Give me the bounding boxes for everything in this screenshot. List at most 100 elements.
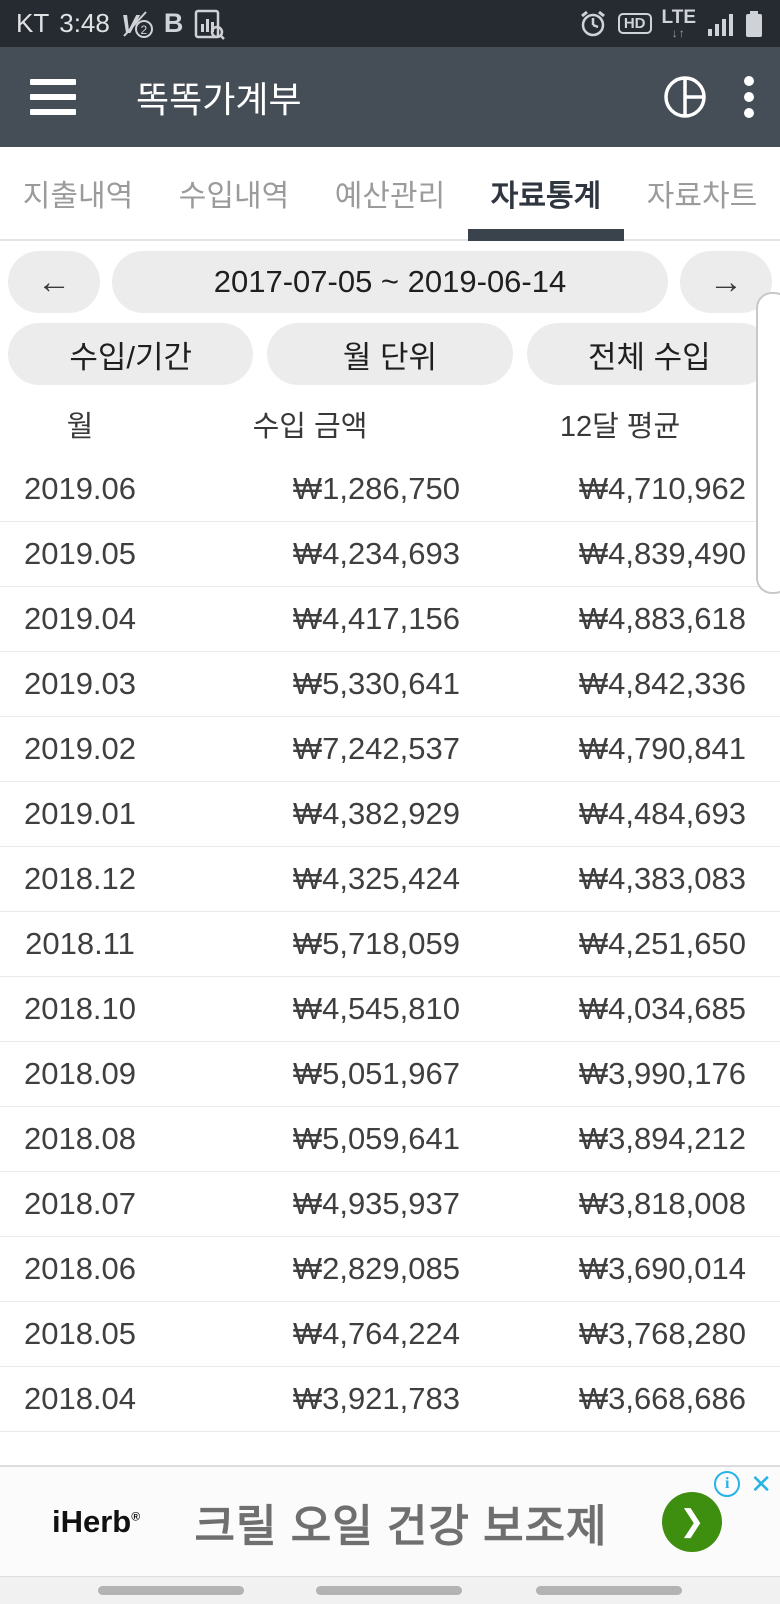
table-row: 2019.04 ₩4,417,156 ₩4,883,618 — [0, 587, 780, 652]
table-row: 2019.06 ₩1,286,750 ₩4,710,962 — [0, 457, 780, 522]
table-row: 2019.01 ₩4,382,929 ₩4,484,693 — [0, 782, 780, 847]
cell-average: ₩4,842,336 — [578, 666, 746, 701]
table-row: 2019.02 ₩7,242,537 ₩4,790,841 — [0, 717, 780, 782]
registered-mark: ® — [131, 1509, 141, 1524]
cell-average: ₩4,839,490 — [578, 536, 746, 571]
tab-statistics[interactable]: 자료통계 — [468, 147, 624, 241]
filter-interval-button[interactable]: 월 단위 — [267, 323, 513, 385]
overflow-menu-icon[interactable] — [742, 73, 756, 121]
tab-income[interactable]: 수입내역 — [178, 180, 290, 213]
carrier-label: KT — [16, 8, 50, 38]
cell-average: ₩4,251,650 — [578, 926, 746, 961]
cell-income: ₩2,829,085 — [292, 1251, 460, 1286]
cell-month: 2018.09 — [23, 1056, 137, 1091]
cell-average: ₩3,990,176 — [578, 1056, 746, 1091]
page-title: 똑똑가계부 — [136, 79, 302, 120]
ad-close-icon[interactable]: ✕ — [750, 1469, 772, 1499]
cell-month: 2018.08 — [23, 1121, 137, 1156]
svg-text:2: 2 — [140, 23, 147, 37]
cell-income: ₩4,234,693 — [292, 536, 460, 571]
table-row: 2018.04 ₩3,921,783 ₩3,668,686 — [0, 1367, 780, 1432]
cell-month: 2019.04 — [23, 601, 137, 636]
scrollbar-thumb[interactable] — [756, 292, 780, 594]
tab-bar: 지출내역 수입내역 예산관리 자료통계 자료차트 — [0, 147, 780, 241]
status-bar: KT 3:48 V 2 B — [0, 0, 780, 47]
cell-income: ₩5,059,641 — [292, 1121, 460, 1156]
cell-income: ₩5,718,059 — [292, 926, 460, 961]
date-range-button[interactable]: 2017-07-05 ~ 2019-06-14 — [112, 251, 668, 313]
cell-month: 2018.12 — [23, 861, 137, 896]
hamburger-icon[interactable] — [30, 79, 76, 115]
nav-home-button[interactable] — [316, 1586, 462, 1595]
tab-budget[interactable]: 예산관리 — [334, 180, 446, 213]
table-row: 2018.05 ₩4,764,224 ₩3,768,280 — [0, 1302, 780, 1367]
column-header-month: 월 — [66, 411, 94, 443]
table-row: 2018.10 ₩4,545,810 ₩4,034,685 — [0, 977, 780, 1042]
ad-headline[interactable]: 크릴 오일 건강 보조제 — [194, 1501, 608, 1551]
lte-icon: LTE ↓↑ — [661, 7, 696, 40]
cell-income: ₩4,417,156 — [292, 601, 460, 636]
cell-month: 2019.01 — [23, 796, 137, 831]
income-stats-table: 월 수입 금액 12달 평균 2019.06 ₩1,286,750 ₩4,710,9… — [0, 391, 780, 1432]
table-row: 2018.06 ₩2,829,085 ₩3,690,014 — [0, 1237, 780, 1302]
cell-month: 2019.02 — [23, 731, 137, 766]
table-row: 2019.03 ₩5,330,641 ₩4,842,336 — [0, 652, 780, 717]
navigation-bar — [0, 1577, 780, 1604]
column-header-average: 12달 평균 — [559, 411, 681, 443]
table-row: 2018.12 ₩4,325,424 ₩4,383,083 — [0, 847, 780, 912]
nav-recents-button[interactable] — [98, 1586, 244, 1595]
b-app-icon: B — [163, 8, 184, 38]
cell-average: ₩4,790,841 — [578, 731, 746, 766]
filter-type-button[interactable]: 수입/기간 — [8, 323, 254, 385]
chart-doc-icon — [193, 8, 226, 40]
cell-month: 2019.06 — [23, 471, 137, 506]
cell-average: ₩3,818,008 — [578, 1186, 746, 1221]
nav-back-button[interactable] — [536, 1586, 682, 1595]
cell-average: ₩4,383,083 — [578, 861, 746, 896]
cell-month: 2019.03 — [23, 666, 137, 701]
column-header-income: 수입 금액 — [252, 411, 368, 443]
ad-banner[interactable]: iHerb® 크릴 오일 건강 보조제 ❯ i ✕ — [0, 1465, 780, 1577]
cell-average: ₩3,768,280 — [578, 1316, 746, 1351]
cell-income: ₩4,382,929 — [292, 796, 460, 831]
cell-average: ₩3,894,212 — [578, 1121, 746, 1156]
cell-month: 2019.05 — [23, 536, 137, 571]
table-body: 2019.06 ₩1,286,750 ₩4,710,962 2019.05 ₩4,234… — [0, 457, 780, 1432]
cell-month: 2018.05 — [23, 1316, 137, 1351]
cell-income: ₩1,286,750 — [292, 471, 460, 506]
pie-chart-icon[interactable] — [662, 74, 708, 120]
tab-charts[interactable]: 자료차트 — [646, 180, 758, 213]
ad-cta-arrow-button[interactable]: ❯ — [662, 1491, 722, 1552]
table-row: 2018.11 ₩5,718,059 ₩4,251,650 — [0, 912, 780, 977]
cell-month: 2018.11 — [25, 926, 135, 961]
cell-average: ₩4,710,962 — [578, 471, 746, 506]
cell-month: 2018.07 — [23, 1186, 137, 1221]
tab-expenses[interactable]: 지출내역 — [22, 180, 134, 213]
cell-income: ₩4,545,810 — [292, 991, 460, 1026]
cell-month: 2018.06 — [23, 1251, 137, 1286]
filter-scope-button[interactable]: 전체 수입 — [526, 323, 772, 385]
table-row: 2018.09 ₩5,051,967 ₩3,990,176 — [0, 1042, 780, 1107]
cell-income: ₩3,921,783 — [292, 1381, 460, 1416]
cell-income: ₩7,242,537 — [292, 731, 460, 766]
app-bar: 똑똑가계부 — [0, 47, 780, 147]
cell-average: ₩3,690,014 — [578, 1251, 746, 1286]
clock-label: 3:48 — [59, 8, 110, 38]
cell-average: ₩4,034,685 — [578, 991, 746, 1026]
filter-row: 수입/기간 월 단위 전체 수입 — [8, 323, 772, 385]
ad-brand-logo[interactable]: iHerb® — [52, 1503, 141, 1539]
table-row: 2019.05 ₩4,234,693 ₩4,839,490 — [0, 522, 780, 587]
alarm-icon — [578, 9, 608, 39]
cell-average: ₩4,883,618 — [578, 601, 746, 636]
prev-period-button[interactable]: ← — [8, 251, 100, 313]
table-row: 2018.08 ₩5,059,641 ₩3,894,212 — [0, 1107, 780, 1172]
date-range-row: ← 2017-07-05 ~ 2019-06-14 → — [8, 251, 772, 313]
ad-info-icon[interactable]: i — [714, 1471, 741, 1497]
signal-icon — [706, 10, 734, 38]
battery-icon — [744, 9, 764, 39]
v-badge-icon: V 2 — [120, 8, 154, 40]
cell-income: ₩5,051,967 — [292, 1056, 460, 1091]
cell-month: 2018.10 — [23, 991, 137, 1026]
cell-income: ₩4,935,937 — [292, 1186, 460, 1221]
